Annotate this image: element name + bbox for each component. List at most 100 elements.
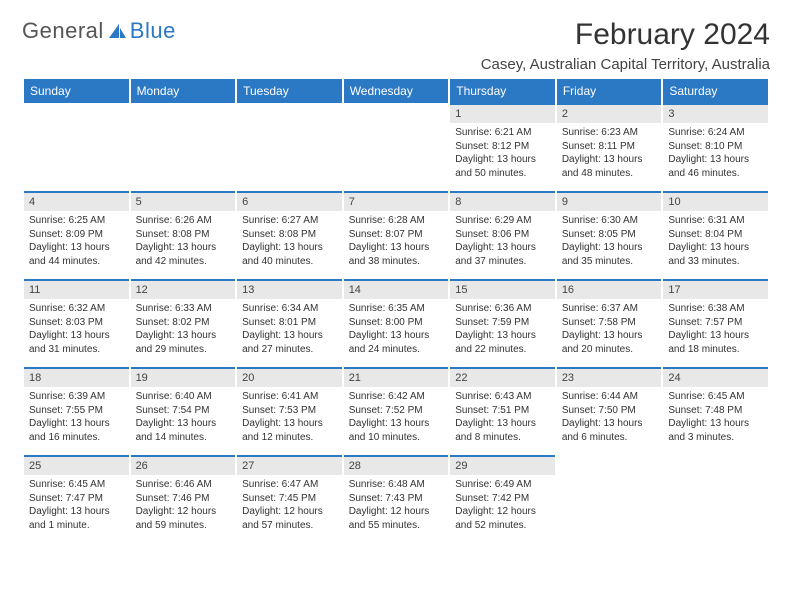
day-cell: 21Sunrise: 6:42 AMSunset: 7:52 PMDayligh… [344, 367, 449, 455]
day-number: 13 [237, 279, 342, 299]
day-details: Sunrise: 6:40 AMSunset: 7:54 PMDaylight:… [131, 387, 236, 448]
day-cell: 26Sunrise: 6:46 AMSunset: 7:46 PMDayligh… [131, 455, 236, 543]
day-number: 14 [344, 279, 449, 299]
day-number: 7 [344, 191, 449, 211]
sunrise-text: Sunrise: 6:21 AM [455, 126, 550, 140]
day-number: 12 [131, 279, 236, 299]
day-number: 24 [663, 367, 768, 387]
day-number: 22 [450, 367, 555, 387]
location-text: Casey, Australian Capital Territory, Aus… [481, 56, 770, 73]
sunset-text: Sunset: 8:12 PM [455, 140, 550, 154]
day-number: 5 [131, 191, 236, 211]
dh-wed: Wednesday [344, 79, 449, 103]
sunrise-text: Sunrise: 6:47 AM [242, 478, 337, 492]
day-details: Sunrise: 6:41 AMSunset: 7:53 PMDaylight:… [237, 387, 342, 448]
day-details: Sunrise: 6:29 AMSunset: 8:06 PMDaylight:… [450, 211, 555, 272]
dh-sat: Saturday [663, 79, 768, 103]
daylight-text: Daylight: 13 hours and 29 minutes. [136, 329, 231, 356]
day-cell: 4Sunrise: 6:25 AMSunset: 8:09 PMDaylight… [24, 191, 129, 279]
daylight-text: Daylight: 13 hours and 38 minutes. [349, 241, 444, 268]
sunset-text: Sunset: 7:50 PM [562, 404, 657, 418]
day-details: Sunrise: 6:28 AMSunset: 8:07 PMDaylight:… [344, 211, 449, 272]
daylight-text: Daylight: 13 hours and 31 minutes. [29, 329, 124, 356]
daylight-text: Daylight: 13 hours and 3 minutes. [668, 417, 763, 444]
day-details: Sunrise: 6:30 AMSunset: 8:05 PMDaylight:… [557, 211, 662, 272]
sunrise-text: Sunrise: 6:39 AM [29, 390, 124, 404]
day-details: Sunrise: 6:45 AMSunset: 7:47 PMDaylight:… [24, 475, 129, 536]
day-number: 25 [24, 455, 129, 475]
sunset-text: Sunset: 7:53 PM [242, 404, 337, 418]
sunset-text: Sunset: 7:42 PM [455, 492, 550, 506]
daylight-text: Daylight: 13 hours and 50 minutes. [455, 153, 550, 180]
day-cell: 11Sunrise: 6:32 AMSunset: 8:03 PMDayligh… [24, 279, 129, 367]
day-number: 19 [131, 367, 236, 387]
sunrise-text: Sunrise: 6:23 AM [562, 126, 657, 140]
sunset-text: Sunset: 7:43 PM [349, 492, 444, 506]
day-number: 18 [24, 367, 129, 387]
sunrise-text: Sunrise: 6:45 AM [668, 390, 763, 404]
logo: General Blue [22, 18, 176, 44]
day-details: Sunrise: 6:31 AMSunset: 8:04 PMDaylight:… [663, 211, 768, 272]
sunrise-text: Sunrise: 6:27 AM [242, 214, 337, 228]
day-cell: 1Sunrise: 6:21 AMSunset: 8:12 PMDaylight… [450, 103, 555, 191]
sunset-text: Sunset: 8:01 PM [242, 316, 337, 330]
day-cell: 7Sunrise: 6:28 AMSunset: 8:07 PMDaylight… [344, 191, 449, 279]
sunrise-text: Sunrise: 6:32 AM [29, 302, 124, 316]
month-title: February 2024 [481, 18, 770, 52]
sunrise-text: Sunrise: 6:40 AM [136, 390, 231, 404]
sunrise-text: Sunrise: 6:28 AM [349, 214, 444, 228]
week-row: 25Sunrise: 6:45 AMSunset: 7:47 PMDayligh… [24, 455, 768, 543]
sunset-text: Sunset: 8:05 PM [562, 228, 657, 242]
day-details: Sunrise: 6:33 AMSunset: 8:02 PMDaylight:… [131, 299, 236, 360]
day-cell: 12Sunrise: 6:33 AMSunset: 8:02 PMDayligh… [131, 279, 236, 367]
day-cell: 29Sunrise: 6:49 AMSunset: 7:42 PMDayligh… [450, 455, 555, 543]
daylight-text: Daylight: 13 hours and 14 minutes. [136, 417, 231, 444]
sunrise-text: Sunrise: 6:46 AM [136, 478, 231, 492]
day-cell: 5Sunrise: 6:26 AMSunset: 8:08 PMDaylight… [131, 191, 236, 279]
sunset-text: Sunset: 7:57 PM [668, 316, 763, 330]
day-cell: 9Sunrise: 6:30 AMSunset: 8:05 PMDaylight… [557, 191, 662, 279]
day-details: Sunrise: 6:39 AMSunset: 7:55 PMDaylight:… [24, 387, 129, 448]
day-cell [24, 103, 129, 191]
day-details: Sunrise: 6:24 AMSunset: 8:10 PMDaylight:… [663, 123, 768, 184]
day-cell [663, 455, 768, 543]
day-cell: 3Sunrise: 6:24 AMSunset: 8:10 PMDaylight… [663, 103, 768, 191]
day-details: Sunrise: 6:38 AMSunset: 7:57 PMDaylight:… [663, 299, 768, 360]
day-details: Sunrise: 6:21 AMSunset: 8:12 PMDaylight:… [450, 123, 555, 184]
daylight-text: Daylight: 13 hours and 1 minute. [29, 505, 124, 532]
daylight-text: Daylight: 13 hours and 48 minutes. [562, 153, 657, 180]
day-number: 4 [24, 191, 129, 211]
day-number: 16 [557, 279, 662, 299]
dh-thu: Thursday [450, 79, 555, 103]
day-cell: 27Sunrise: 6:47 AMSunset: 7:45 PMDayligh… [237, 455, 342, 543]
sunset-text: Sunset: 7:54 PM [136, 404, 231, 418]
sunrise-text: Sunrise: 6:44 AM [562, 390, 657, 404]
daylight-text: Daylight: 12 hours and 57 minutes. [242, 505, 337, 532]
daylight-text: Daylight: 12 hours and 59 minutes. [136, 505, 231, 532]
sunrise-text: Sunrise: 6:45 AM [29, 478, 124, 492]
day-cell: 23Sunrise: 6:44 AMSunset: 7:50 PMDayligh… [557, 367, 662, 455]
daylight-text: Daylight: 12 hours and 55 minutes. [349, 505, 444, 532]
day-details: Sunrise: 6:49 AMSunset: 7:42 PMDaylight:… [450, 475, 555, 536]
day-cell: 28Sunrise: 6:48 AMSunset: 7:43 PMDayligh… [344, 455, 449, 543]
sunrise-text: Sunrise: 6:30 AM [562, 214, 657, 228]
sunset-text: Sunset: 7:52 PM [349, 404, 444, 418]
week-row: 4Sunrise: 6:25 AMSunset: 8:09 PMDaylight… [24, 191, 768, 279]
daylight-text: Daylight: 13 hours and 24 minutes. [349, 329, 444, 356]
sunrise-text: Sunrise: 6:36 AM [455, 302, 550, 316]
day-cell [131, 103, 236, 191]
title-block: February 2024 Casey, Australian Capital … [481, 18, 770, 73]
daylight-text: Daylight: 13 hours and 8 minutes. [455, 417, 550, 444]
day-details: Sunrise: 6:48 AMSunset: 7:43 PMDaylight:… [344, 475, 449, 536]
daylight-text: Daylight: 13 hours and 40 minutes. [242, 241, 337, 268]
calendar-body: 1Sunrise: 6:21 AMSunset: 8:12 PMDaylight… [24, 103, 768, 543]
sunrise-text: Sunrise: 6:38 AM [668, 302, 763, 316]
daylight-text: Daylight: 13 hours and 44 minutes. [29, 241, 124, 268]
day-cell: 25Sunrise: 6:45 AMSunset: 7:47 PMDayligh… [24, 455, 129, 543]
day-details: Sunrise: 6:34 AMSunset: 8:01 PMDaylight:… [237, 299, 342, 360]
week-row: 18Sunrise: 6:39 AMSunset: 7:55 PMDayligh… [24, 367, 768, 455]
logo-text-2: Blue [130, 18, 176, 44]
day-number: 2 [557, 103, 662, 123]
sunset-text: Sunset: 8:09 PM [29, 228, 124, 242]
sunrise-text: Sunrise: 6:29 AM [455, 214, 550, 228]
